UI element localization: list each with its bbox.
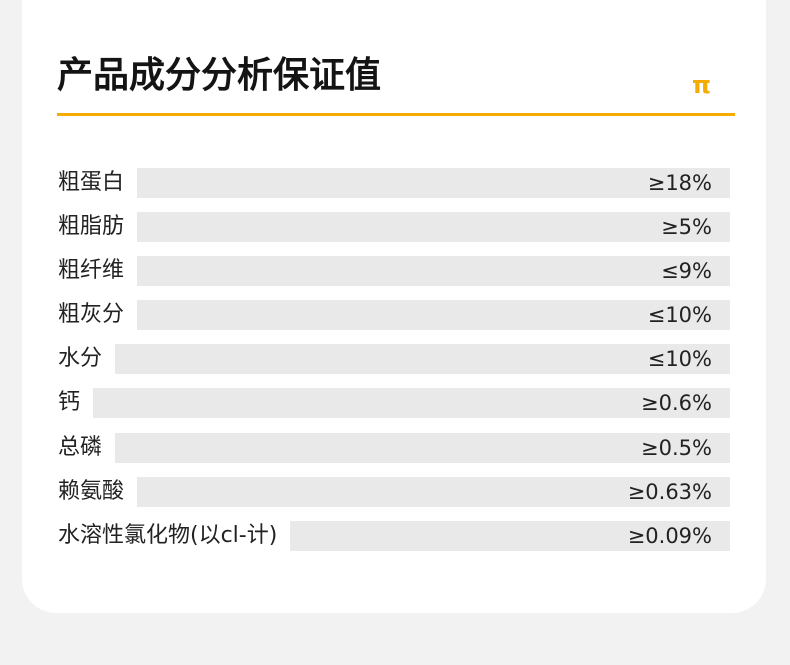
nutrient-value-bar: ≥0.6% bbox=[93, 388, 730, 419]
nutrient-label: 水分 bbox=[58, 346, 103, 372]
nutrient-label: 总磷 bbox=[58, 434, 103, 460]
nutrient-value-bar: ≥0.63% bbox=[137, 476, 730, 507]
nutrient-value: ≥0.09% bbox=[627, 523, 712, 548]
title-divider bbox=[57, 113, 735, 116]
nutrient-label: 粗脂肪 bbox=[58, 214, 125, 240]
nutrient-label: 赖氨酸 bbox=[58, 478, 125, 504]
nutrient-row-moisture: 水分 ≤10% bbox=[58, 344, 730, 375]
nutrient-table: 粗蛋白 ≥18% 粗脂肪 ≥5% 粗纤维 ≤9% 粗灰分 ≤10% 水分 ≤10… bbox=[58, 168, 730, 565]
nutrient-value-bar: ≥0.09% bbox=[290, 520, 730, 551]
nutrient-value: ≤10% bbox=[647, 303, 712, 328]
nutrient-value-bar: ≤10% bbox=[115, 344, 730, 375]
page-title: 产品成分分析保证值 bbox=[57, 55, 382, 96]
nutrient-value: ≥18% bbox=[647, 171, 712, 195]
nutrient-value-bar: ≥0.5% bbox=[115, 432, 730, 463]
nutrient-value: ≥0.63% bbox=[627, 479, 712, 504]
nutrient-row-lysine: 赖氨酸 ≥0.63% bbox=[58, 476, 730, 507]
nutrient-value: ≥0.5% bbox=[641, 435, 712, 460]
nutrient-row-crude-fat: 粗脂肪 ≥5% bbox=[58, 212, 730, 243]
nutrient-value-bar: ≤9% bbox=[137, 256, 730, 287]
nutrient-value-bar: ≤10% bbox=[137, 300, 730, 331]
nutrient-label: 粗灰分 bbox=[58, 302, 125, 328]
nutrient-row-crude-ash: 粗灰分 ≤10% bbox=[58, 300, 730, 331]
nutrient-value-bar: ≥18% bbox=[137, 168, 730, 198]
nutrient-label: 粗蛋白 bbox=[58, 170, 125, 195]
nutrient-value: ≤10% bbox=[647, 347, 712, 372]
nutrient-label: 粗纤维 bbox=[58, 258, 125, 284]
nutrient-value: ≤9% bbox=[661, 259, 712, 284]
nutrient-row-water-soluble-chloride: 水溶性氯化物(以cl-计) ≥0.09% bbox=[58, 520, 730, 551]
nutrient-row-total-phosphorus: 总磷 ≥0.5% bbox=[58, 432, 730, 463]
pi-logo-icon: π bbox=[692, 71, 711, 99]
nutrient-row-crude-fiber: 粗纤维 ≤9% bbox=[58, 256, 730, 287]
nutrient-value-bar: ≥5% bbox=[137, 212, 730, 243]
nutrient-label: 钙 bbox=[58, 390, 81, 416]
nutrient-row-calcium: 钙 ≥0.6% bbox=[58, 388, 730, 419]
nutrient-row-crude-protein: 粗蛋白 ≥18% bbox=[58, 168, 730, 198]
nutrient-value: ≥5% bbox=[661, 215, 712, 240]
nutrient-label: 水溶性氯化物(以cl-计) bbox=[58, 522, 278, 548]
nutrient-value: ≥0.6% bbox=[641, 391, 712, 416]
